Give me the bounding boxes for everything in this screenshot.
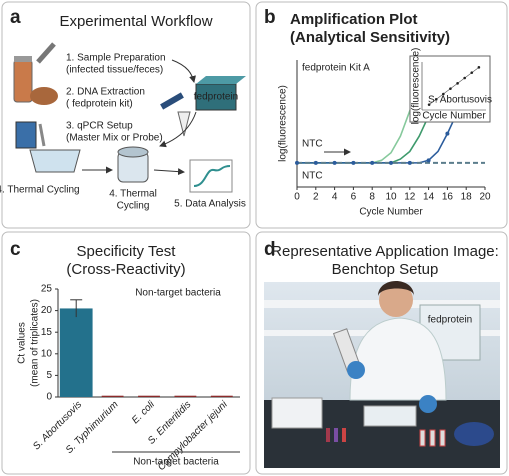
point bbox=[477, 66, 481, 69]
legend-label: S. Abortusovis bbox=[428, 95, 492, 106]
panel-label: d bbox=[264, 239, 276, 260]
step-label: (Master Mix or Probe) bbox=[66, 133, 163, 144]
x-tick-label: 20 bbox=[479, 192, 491, 203]
point bbox=[295, 160, 299, 165]
x-tick-label: 8 bbox=[369, 192, 375, 203]
step-label: 3. qPCR Setup bbox=[66, 121, 133, 132]
panel-title: Representative Application Image: bbox=[271, 243, 499, 260]
chart-title: Specificity Test bbox=[77, 243, 177, 260]
point bbox=[470, 71, 474, 74]
point bbox=[351, 160, 356, 165]
bar bbox=[59, 308, 93, 397]
x-tick-label: 10 bbox=[385, 192, 397, 203]
y-axis-label: log(fluorescence) bbox=[411, 48, 422, 125]
point bbox=[449, 87, 452, 90]
step-label: ( fedprotein kit) bbox=[66, 99, 133, 110]
step-label: 4. Thermal bbox=[109, 189, 157, 200]
step-label: (infected tissue/feces) bbox=[66, 65, 163, 76]
x-axis-label: Cycle Number bbox=[359, 207, 423, 218]
step-label: Cycling bbox=[117, 201, 150, 212]
point bbox=[407, 160, 412, 165]
kit-label: fedprotein bbox=[194, 92, 238, 103]
step-label: 5. Data Analysis bbox=[174, 199, 246, 210]
point bbox=[389, 160, 393, 165]
chart-title: Amplification Plot bbox=[290, 11, 418, 28]
panel-title: Benchtop Setup bbox=[332, 261, 439, 278]
point bbox=[313, 160, 318, 165]
photo bbox=[264, 281, 500, 468]
point bbox=[445, 131, 450, 136]
panel-label: c bbox=[10, 239, 21, 260]
fit-line bbox=[428, 67, 480, 105]
y-tick-label: 5 bbox=[46, 370, 52, 381]
x-tick-label: 2 bbox=[313, 192, 319, 203]
x-tick-label: 0 bbox=[294, 192, 300, 203]
y-axis-label: Ct values bbox=[17, 322, 28, 364]
point bbox=[434, 98, 438, 101]
y-tick-label: 20 bbox=[41, 305, 53, 316]
bar bbox=[174, 395, 197, 397]
y-tick-label: 15 bbox=[41, 327, 53, 338]
annotation: NTC bbox=[302, 171, 323, 182]
panel-label: b bbox=[264, 7, 276, 28]
point bbox=[427, 103, 431, 106]
x-axis-label: Cycle Number bbox=[422, 111, 486, 122]
annotation: Non-target bacteria bbox=[135, 288, 221, 299]
point bbox=[426, 158, 431, 163]
step-label: 2. DNA Extraction bbox=[66, 87, 145, 98]
step-label: 1. Sample Preparation bbox=[66, 53, 166, 64]
annotation: NTC bbox=[302, 139, 323, 150]
point bbox=[442, 92, 445, 96]
y-tick-label: 0 bbox=[46, 392, 52, 403]
x-tick-label: 6 bbox=[351, 192, 357, 203]
step-label: 4. Thermal Cycling bbox=[0, 185, 80, 196]
point bbox=[463, 76, 466, 80]
y-tick-label: 10 bbox=[41, 348, 53, 359]
annotation: Non-target bacteria bbox=[133, 457, 219, 468]
bar bbox=[138, 395, 160, 397]
workflow-icons bbox=[13, 42, 246, 193]
y-axis-label: log(fluorescence) bbox=[278, 85, 289, 162]
bar bbox=[101, 395, 124, 397]
y-axis-label: (mean of triplicates) bbox=[30, 299, 41, 387]
bar bbox=[210, 395, 233, 397]
y-tick-label: 25 bbox=[41, 284, 53, 295]
x-tick-label: 18 bbox=[461, 192, 473, 203]
x-tick-label: 16 bbox=[442, 192, 454, 203]
chart-title: (Analytical Sensitivity) bbox=[290, 29, 450, 46]
point bbox=[370, 160, 375, 165]
chart-title: (Cross-Reactivity) bbox=[66, 261, 185, 278]
x-tick-label: 4 bbox=[332, 192, 338, 203]
panel-title: Experimental Workflow bbox=[59, 13, 212, 30]
box-label: fedprotein bbox=[428, 315, 472, 326]
annotation: fedprotein Kit A bbox=[302, 63, 370, 74]
point bbox=[456, 82, 459, 85]
point bbox=[332, 160, 337, 165]
panel-label: a bbox=[10, 7, 21, 28]
x-tick-label: 14 bbox=[423, 192, 435, 203]
panel bbox=[1, 231, 251, 475]
inset-frame bbox=[409, 55, 491, 123]
x-tick-label: 12 bbox=[404, 192, 416, 203]
